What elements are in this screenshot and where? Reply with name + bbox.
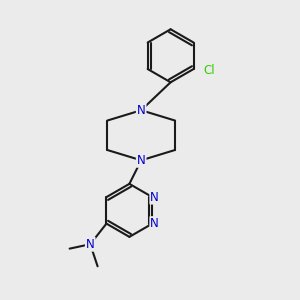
Text: N: N [150,217,159,230]
Text: N: N [137,104,146,117]
Text: N: N [86,238,94,251]
Text: Cl: Cl [203,64,215,77]
Text: N: N [137,154,146,167]
Text: N: N [150,190,159,204]
